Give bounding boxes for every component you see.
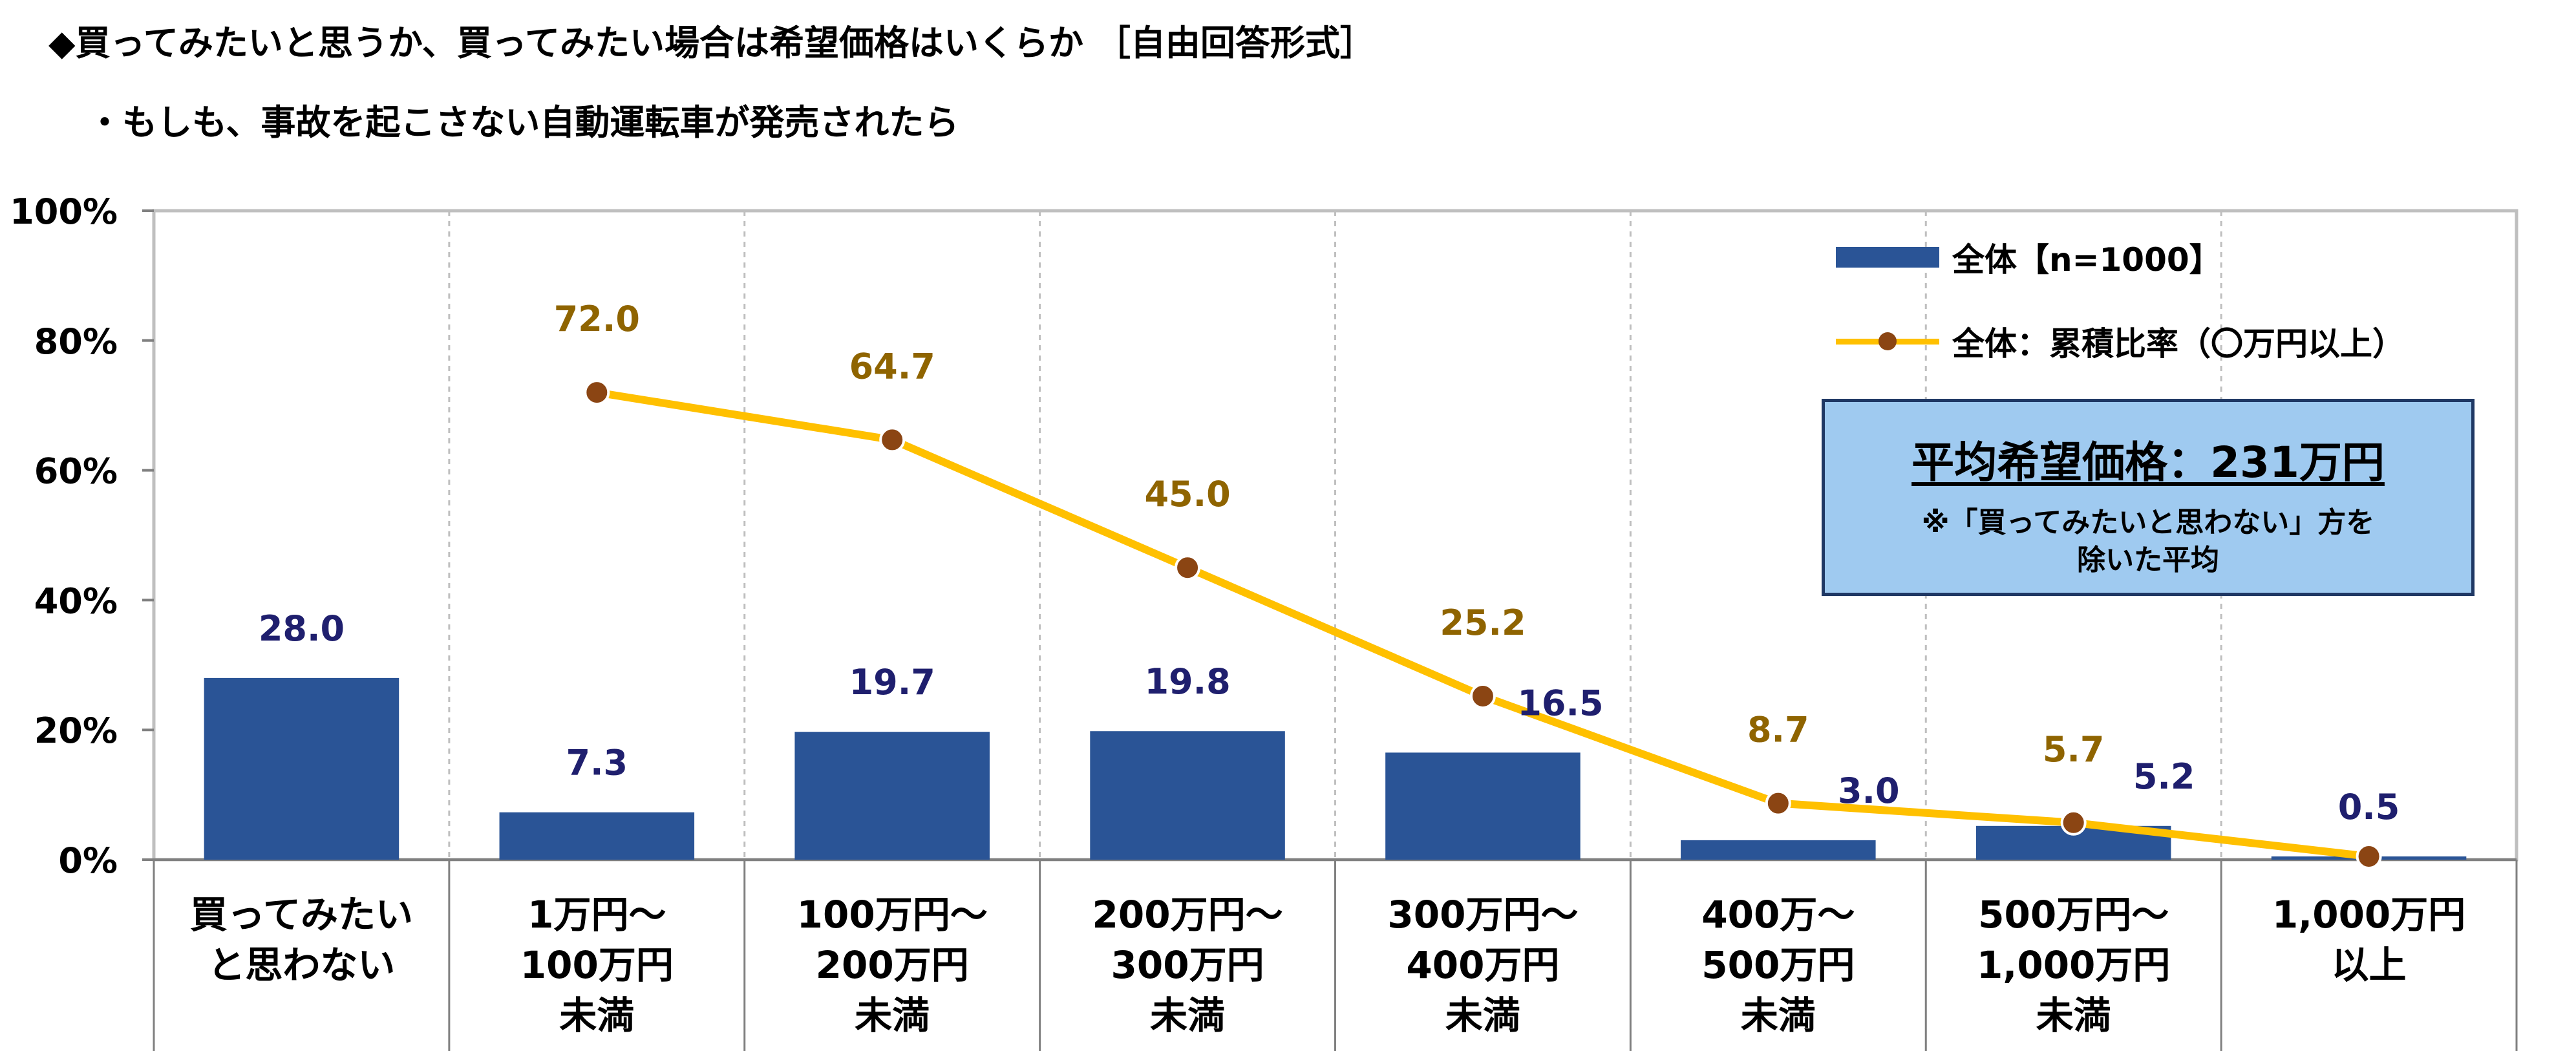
legend-line-label: 全体：累積比率（〇万円以上） <box>1952 325 2405 363</box>
legend-bar: 全体【n=1000】 <box>1836 234 2222 281</box>
x-category-label: 100万円 <box>520 943 674 987</box>
chart-title: ◆買ってみたいと思うか、買ってみたい場合は希望価格はいくらか ［自由回答形式］ <box>48 23 1375 63</box>
x-category-label: 未満 <box>1445 993 1520 1037</box>
bar <box>1681 840 1876 860</box>
legend-line-swatch <box>1836 331 1939 352</box>
bar <box>794 732 990 860</box>
cumulative-point <box>2060 809 2087 836</box>
legend-line-marker-icon <box>1879 332 1897 350</box>
y-tick-label: 20% <box>34 710 118 751</box>
cumulative-point <box>1765 790 1791 816</box>
x-category-label: 1,000万円 <box>2272 893 2465 937</box>
y-tick-label: 40% <box>34 580 118 621</box>
y-tick-label: 100% <box>10 191 118 232</box>
y-tick-label: 0% <box>58 840 118 881</box>
bar-data-label: 19.8 <box>1144 661 1230 702</box>
average-price-box: 平均希望価格：231万円 ※「買ってみたいと思わない」方を 除いた平均 <box>1822 399 2475 596</box>
bar <box>1090 731 1285 860</box>
bar <box>499 812 695 860</box>
x-category-label: 300万円 <box>1111 943 1264 987</box>
average-price-note-line1: ※「買ってみたいと思わない」方を <box>1921 506 2375 539</box>
cumulative-point <box>1175 555 1201 581</box>
bar-data-label: 28.0 <box>259 608 345 649</box>
bar-data-label: 7.3 <box>566 743 628 783</box>
line-data-label: 5.7 <box>2043 729 2105 770</box>
bar <box>204 677 399 860</box>
x-category-label: 400万～ <box>1701 893 1855 937</box>
x-category-label: 1万円～ <box>527 893 666 937</box>
average-price-note-line2: 除いた平均 <box>2077 544 2219 577</box>
x-category-label: 500万円～ <box>1978 893 2169 937</box>
x-category-label: 未満 <box>559 993 634 1037</box>
legend-bar-swatch <box>1836 247 1939 268</box>
x-category-label: 300万円～ <box>1387 893 1578 937</box>
cumulative-point <box>584 379 610 406</box>
x-category-label: 買ってみたい <box>190 893 413 937</box>
y-tick-label: 80% <box>34 321 118 362</box>
average-price-title: 平均希望価格：231万円 <box>1911 438 2385 487</box>
bar-data-label: 0.5 <box>2338 787 2400 827</box>
x-category-label: 未満 <box>1150 993 1225 1037</box>
x-category-label: 未満 <box>855 993 930 1037</box>
x-category-label: 100万円～ <box>797 893 988 937</box>
x-category-label: 400万円 <box>1406 943 1559 987</box>
line-data-label: 8.7 <box>1747 710 1809 750</box>
x-category-label: 1,000万円 <box>1977 943 2170 987</box>
cumulative-point <box>2356 843 2382 869</box>
x-category-label: と思わない <box>208 943 395 987</box>
line-data-label: 72.0 <box>554 299 640 339</box>
chart-subtitle: ・もしも、事故を起こさない自動運転車が発売されたら <box>87 102 959 143</box>
cumulative-point <box>879 427 906 453</box>
cumulative-point <box>1469 683 1496 709</box>
line-data-label: 25.2 <box>1440 602 1526 643</box>
y-tick-label: 60% <box>34 451 118 492</box>
line-data-label: 64.7 <box>849 346 935 387</box>
bar-data-label: 5.2 <box>2133 756 2195 797</box>
x-category-label: 200万円～ <box>1092 893 1283 937</box>
x-category-label: 未満 <box>2036 993 2111 1037</box>
legend-bar-label: 全体【n=1000】 <box>1952 241 2222 279</box>
x-category-label: 500万円 <box>1701 943 1855 987</box>
legend-line: 全体：累積比率（〇万円以上） <box>1836 318 2405 365</box>
line-data-label: 45.0 <box>1144 474 1230 515</box>
bar-data-label: 19.7 <box>849 662 935 703</box>
bar <box>1385 752 1581 860</box>
bar-data-label: 16.5 <box>1517 683 1603 723</box>
x-category-label: 以上 <box>2332 943 2407 987</box>
bar-data-label: 3.0 <box>1838 770 1900 811</box>
x-category-label: 200万円 <box>816 943 969 987</box>
x-category-label: 未満 <box>1741 993 1816 1037</box>
